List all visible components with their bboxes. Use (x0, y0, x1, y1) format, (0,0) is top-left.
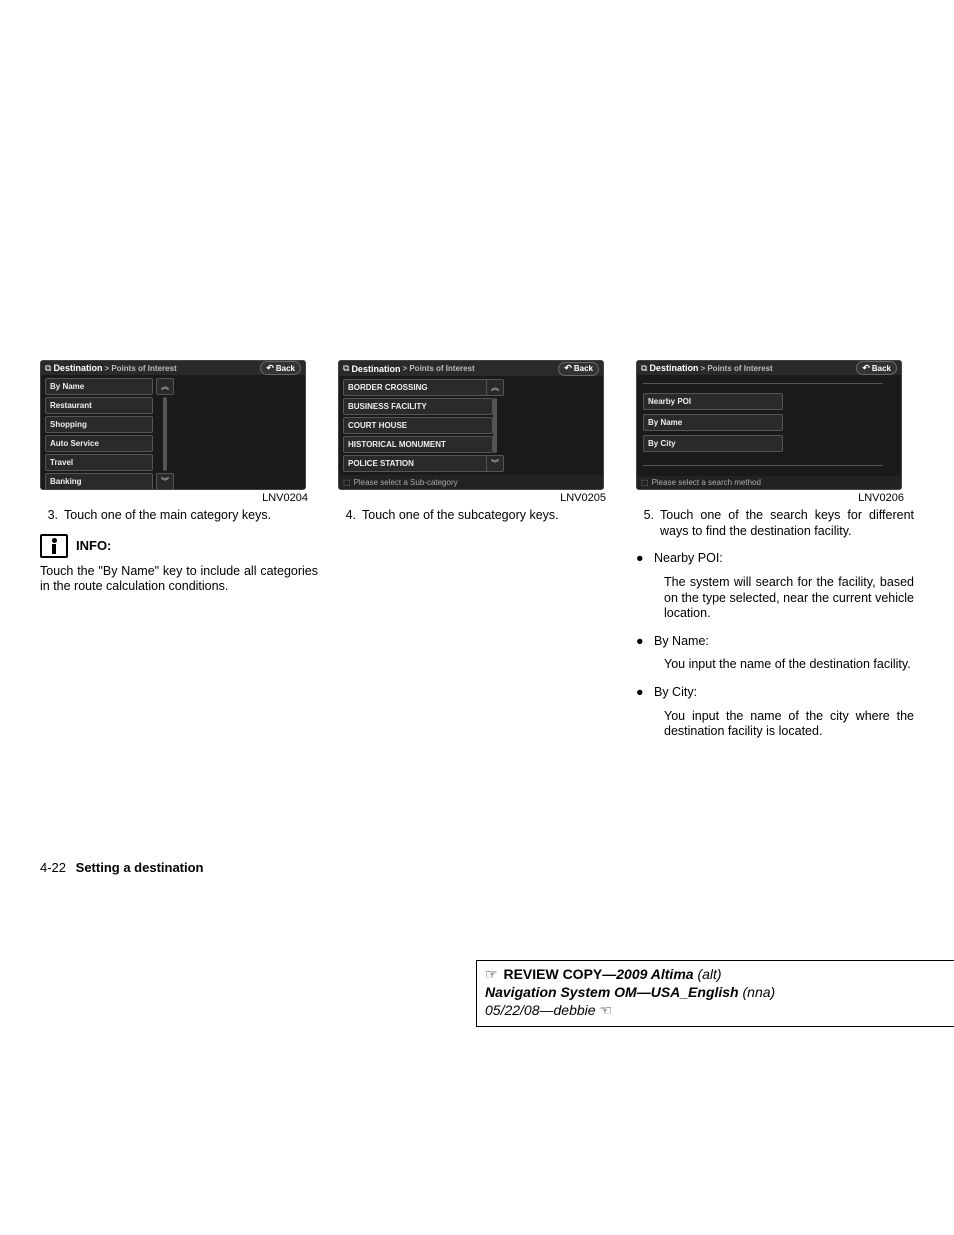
nav-item-by-city[interactable]: By City (643, 435, 783, 452)
nav-item-restaurant[interactable]: Restaurant (45, 397, 153, 414)
back-arrow-icon: ↶ (862, 363, 870, 374)
breadcrumb-main: Destination (351, 364, 400, 374)
scroll-down-button[interactable]: ︾ (486, 455, 504, 472)
nav-item-by-name[interactable]: By Name (643, 414, 783, 431)
scroll-track (493, 398, 497, 453)
hand-point-right-icon: ☞ (485, 966, 498, 982)
scroll-track (163, 397, 167, 471)
nav-footer: ⬚ Please select a search method (637, 476, 901, 489)
page-number: 4-22 (40, 860, 66, 875)
breadcrumb-sub: > Points of Interest (402, 364, 474, 373)
bullet-nearby-poi: Nearby POI: (654, 551, 914, 567)
nav-item-historical-monument[interactable]: HISTORICAL MONUMENT (343, 436, 493, 453)
page-footer: 4-22 Setting a destination (40, 860, 204, 875)
review-model: 2009 Altima (616, 966, 693, 982)
nav-header: ⧉ Destination > Points of Interest ↶ Bac… (339, 361, 603, 376)
footer-icon: ⬚ (641, 478, 649, 487)
column-1: ⧉ Destination > Points of Interest ↶ Bac… (40, 360, 318, 740)
caption-2: LNV0205 (338, 492, 616, 504)
step-4-num: 4. (338, 508, 356, 524)
caption-3: LNV0206 (636, 492, 914, 504)
step-5-num: 5. (636, 508, 654, 539)
nav-item-business-facility[interactable]: BUSINESS FACILITY (343, 398, 493, 415)
nav-item-border-crossing[interactable]: BORDER CROSSING (343, 379, 493, 396)
breadcrumb-sub: > Points of Interest (700, 364, 772, 373)
review-label: REVIEW COPY— (503, 966, 616, 982)
nav-item-by-name[interactable]: By Name (45, 378, 153, 395)
nav-screen-1: ⧉ Destination > Points of Interest ↶ Bac… (40, 360, 306, 490)
bullet-by-city: By City: (654, 685, 914, 701)
step-4-text: Touch one of the subcategory keys. (362, 508, 616, 524)
scroll-up-button[interactable]: ︽ (486, 379, 504, 396)
bullet-icon: ● (636, 685, 644, 701)
bullet-icon: ● (636, 634, 644, 650)
nav-screen-3: ⧉ Destination > Points of Interest ↶ Bac… (636, 360, 902, 490)
review-date: 05/22/08—debbie (485, 1002, 596, 1018)
step-5-text: Touch one of the search keys for differe… (660, 508, 914, 539)
info-paragraph: Touch the "By Name" key to include all c… (40, 564, 318, 595)
nav-divider (643, 465, 883, 466)
bullet-by-name-text: You input the name of the destination fa… (664, 657, 914, 673)
footer-icon: ⬚ (343, 478, 351, 487)
breadcrumb-main: Destination (649, 363, 698, 373)
review-alt: (alt) (694, 966, 722, 982)
column-2: ⧉ Destination > Points of Interest ↶ Bac… (338, 360, 616, 740)
back-label: Back (872, 364, 891, 373)
nav-screen-2: ⧉ Destination > Points of Interest ↶ Bac… (338, 360, 604, 490)
nav-divider (643, 383, 883, 384)
step-3-text: Touch one of the main category keys. (64, 508, 318, 524)
review-doc: Navigation System OM—USA_English (485, 984, 739, 1000)
back-button[interactable]: ↶ Back (260, 361, 301, 375)
nav-icon: ⧉ (343, 363, 349, 374)
nav-item-court-house[interactable]: COURT HOUSE (343, 417, 493, 434)
review-copy-box: ☞ REVIEW COPY—2009 Altima (alt) Navigati… (476, 960, 954, 1027)
breadcrumb-main: Destination (53, 363, 102, 373)
scroll-down-button[interactable]: ︾ (156, 473, 174, 490)
nav-icon: ⧉ (45, 363, 51, 374)
bullet-nearby-poi-text: The system will search for the facility,… (664, 575, 914, 622)
nav-footer: ⬚ Please select a Sub-category (339, 475, 603, 489)
back-button[interactable]: ↶ Back (558, 362, 599, 376)
caption-1: LNV0204 (40, 492, 318, 504)
nav-header: ⧉ Destination > Points of Interest ↶ Bac… (41, 361, 305, 375)
nav-header: ⧉ Destination > Points of Interest ↶ Bac… (637, 361, 901, 375)
scroll-up-button[interactable]: ︽ (156, 378, 174, 395)
info-label: INFO: (76, 538, 111, 554)
nav-item-nearby-poi[interactable]: Nearby POI (643, 393, 783, 410)
bullet-by-name: By Name: (654, 634, 914, 650)
nav-icon: ⧉ (641, 363, 647, 374)
back-arrow-icon: ↶ (266, 363, 274, 374)
nav-item-travel[interactable]: Travel (45, 454, 153, 471)
hand-point-left-icon: ☜ (599, 1002, 612, 1018)
footer-text: Please select a search method (652, 478, 761, 487)
nav-item-auto-service[interactable]: Auto Service (45, 435, 153, 452)
footer-text: Please select a Sub-category (354, 478, 458, 487)
back-arrow-icon: ↶ (564, 363, 572, 374)
section-title: Setting a destination (76, 860, 204, 875)
column-3: ⧉ Destination > Points of Interest ↶ Bac… (636, 360, 914, 740)
step-3-num: 3. (40, 508, 58, 524)
review-nna: (nna) (739, 984, 776, 1000)
bullet-icon: ● (636, 551, 644, 567)
back-label: Back (276, 364, 295, 373)
back-label: Back (574, 364, 593, 373)
nav-item-police-station[interactable]: POLICE STATION (343, 455, 493, 472)
breadcrumb-sub: > Points of Interest (104, 364, 176, 373)
nav-item-shopping[interactable]: Shopping (45, 416, 153, 433)
bullet-by-city-text: You input the name of the city where the… (664, 709, 914, 740)
info-icon (40, 534, 68, 558)
nav-item-banking[interactable]: Banking (45, 473, 153, 490)
back-button[interactable]: ↶ Back (856, 361, 897, 375)
